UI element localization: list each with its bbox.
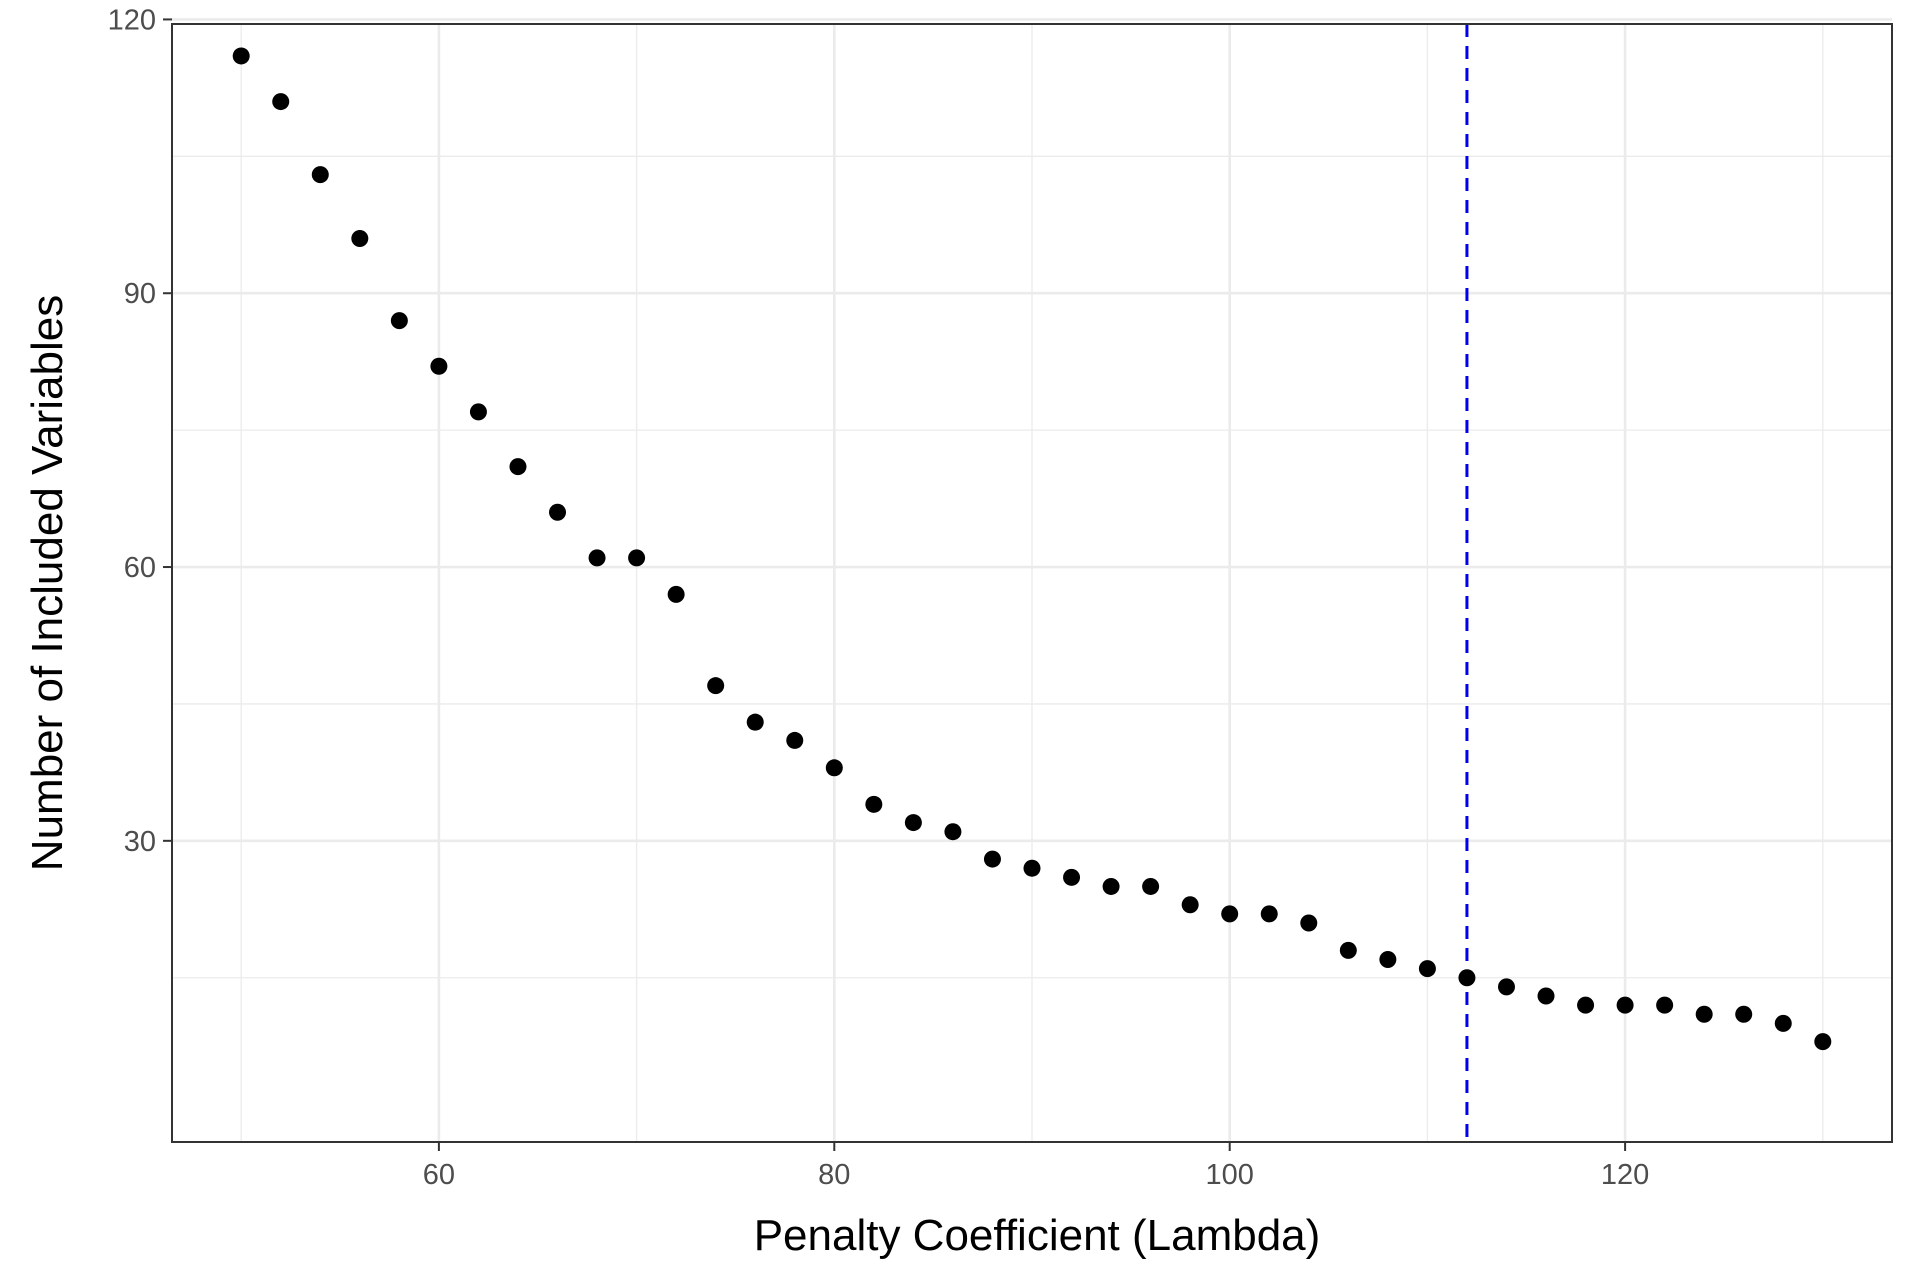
data-point — [1577, 996, 1595, 1014]
x-tick-label: 60 — [423, 1159, 455, 1191]
data-point — [351, 229, 369, 247]
y-tick-label: 90 — [124, 278, 156, 310]
data-point — [1379, 950, 1397, 968]
data-point — [628, 549, 646, 567]
data-point — [232, 47, 250, 65]
data-point — [1497, 978, 1515, 996]
data-point — [865, 795, 883, 813]
data-point — [1142, 877, 1160, 895]
y-axis-title: Number of Included Variables — [23, 295, 72, 871]
data-point — [1616, 996, 1634, 1014]
data-point — [746, 713, 764, 731]
data-point — [1537, 987, 1555, 1005]
data-point — [1102, 877, 1120, 895]
data-point — [549, 503, 567, 521]
data-point — [390, 312, 408, 330]
major-grid — [172, 18, 1892, 1142]
data-point — [509, 458, 527, 476]
data-point — [1181, 896, 1199, 914]
data-point — [707, 677, 725, 695]
data-point — [272, 93, 290, 111]
data-point — [1656, 996, 1674, 1014]
data-point — [1695, 1005, 1713, 1023]
data-points — [232, 47, 1832, 1051]
data-point — [983, 850, 1001, 868]
data-point — [1221, 905, 1239, 923]
data-point — [944, 823, 962, 841]
data-point — [1814, 1033, 1832, 1051]
data-point — [1063, 868, 1081, 886]
data-point — [667, 585, 685, 603]
data-point — [469, 403, 487, 421]
data-point — [1458, 969, 1476, 987]
x-tick-label: 100 — [1206, 1159, 1254, 1191]
x-axis-title: Penalty Coefficient (Lambda) — [754, 1211, 1321, 1260]
x-tick-label: 80 — [818, 1159, 850, 1191]
data-point — [1774, 1014, 1792, 1032]
y-tick-label: 30 — [124, 826, 156, 858]
data-point — [430, 357, 448, 375]
x-axis: 60 80 100 120 — [423, 1142, 1649, 1191]
data-point — [311, 166, 329, 184]
data-point — [1260, 905, 1278, 923]
data-point — [1418, 960, 1436, 978]
data-point — [1023, 859, 1041, 877]
y-tick-label: 120 — [108, 4, 156, 36]
data-point — [904, 814, 922, 832]
data-point — [1339, 941, 1357, 959]
minor-grid — [172, 24, 1892, 1142]
data-point — [825, 759, 843, 777]
data-point — [588, 549, 606, 567]
x-tick-label: 120 — [1601, 1159, 1649, 1191]
panel-border — [171, 23, 1893, 1143]
data-point — [1300, 914, 1318, 932]
data-point — [786, 731, 804, 749]
data-point — [1735, 1005, 1753, 1023]
y-tick-label: 60 — [124, 552, 156, 584]
y-axis: 30 60 90 120 — [108, 4, 172, 858]
panel-border-rect — [171, 23, 1893, 1143]
